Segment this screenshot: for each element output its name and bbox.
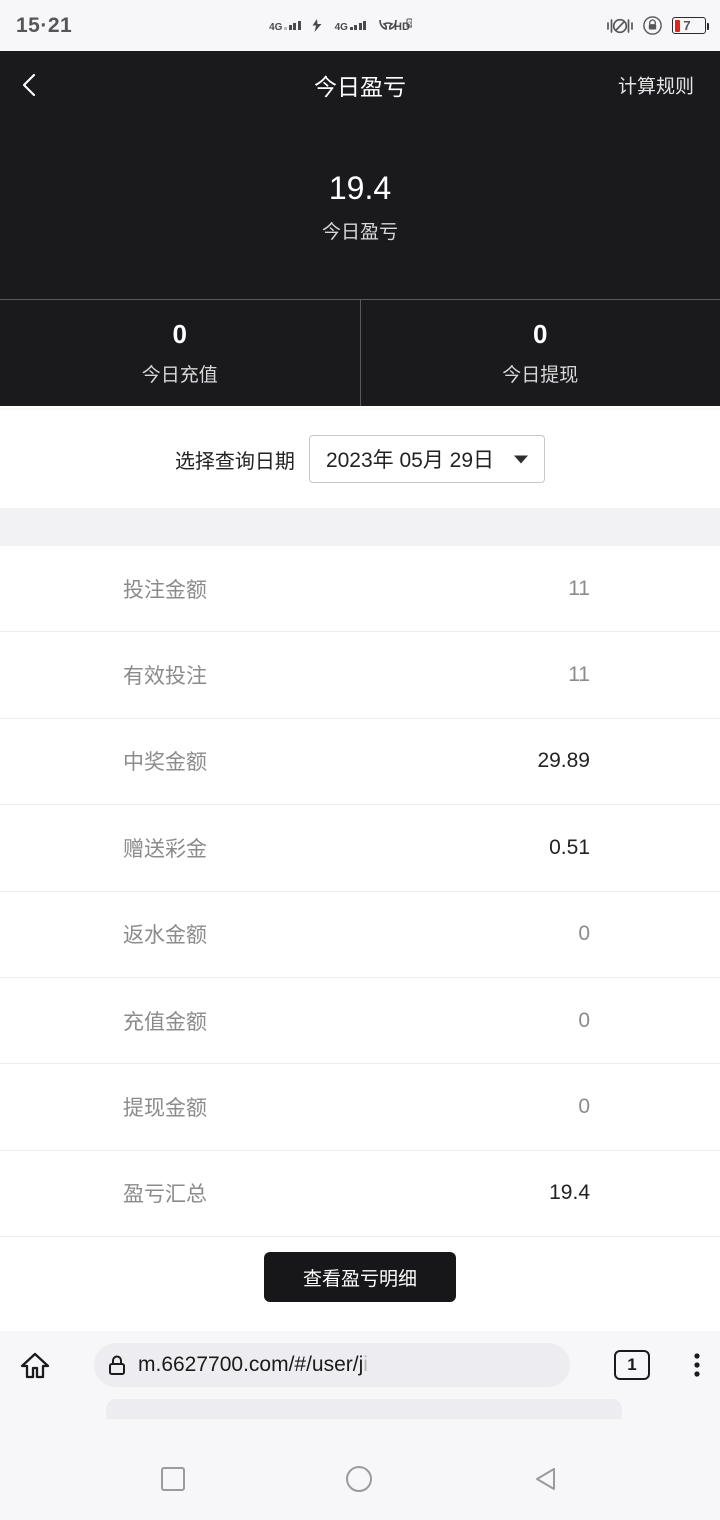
svg-text:2: 2: [408, 21, 412, 28]
